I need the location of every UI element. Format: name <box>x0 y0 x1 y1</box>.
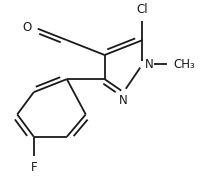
Text: O: O <box>22 21 31 34</box>
Text: CH₃: CH₃ <box>173 58 195 71</box>
Text: N: N <box>145 58 154 71</box>
Text: Cl: Cl <box>137 3 148 16</box>
Text: N: N <box>119 94 128 107</box>
Text: F: F <box>30 161 37 174</box>
